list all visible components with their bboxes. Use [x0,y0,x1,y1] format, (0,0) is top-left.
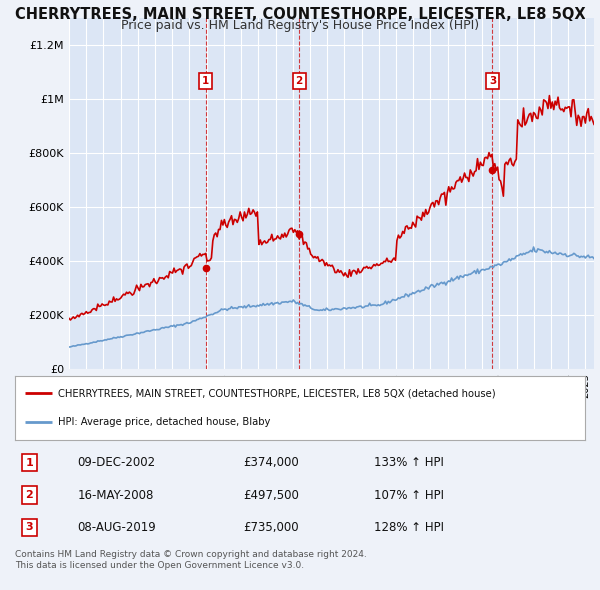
Text: This data is licensed under the Open Government Licence v3.0.: This data is licensed under the Open Gov… [15,560,304,569]
Text: 107% ↑ HPI: 107% ↑ HPI [374,489,444,502]
Text: 3: 3 [25,523,33,533]
Text: 1: 1 [202,76,209,86]
Text: 1: 1 [25,457,33,467]
Text: CHERRYTREES, MAIN STREET, COUNTESTHORPE, LEICESTER, LE8 5QX (detached house): CHERRYTREES, MAIN STREET, COUNTESTHORPE,… [58,388,496,398]
Text: 09-DEC-2002: 09-DEC-2002 [78,456,156,469]
Text: HPI: Average price, detached house, Blaby: HPI: Average price, detached house, Blab… [58,417,270,427]
Text: 08-AUG-2019: 08-AUG-2019 [78,521,157,534]
Text: 2: 2 [25,490,33,500]
Text: Price paid vs. HM Land Registry's House Price Index (HPI): Price paid vs. HM Land Registry's House … [121,19,479,32]
Text: £497,500: £497,500 [243,489,299,502]
Text: Contains HM Land Registry data © Crown copyright and database right 2024.: Contains HM Land Registry data © Crown c… [15,550,367,559]
Text: 128% ↑ HPI: 128% ↑ HPI [374,521,444,534]
Text: £374,000: £374,000 [243,456,299,469]
Text: 16-MAY-2008: 16-MAY-2008 [78,489,154,502]
Text: 3: 3 [489,76,496,86]
Text: CHERRYTREES, MAIN STREET, COUNTESTHORPE, LEICESTER, LE8 5QX: CHERRYTREES, MAIN STREET, COUNTESTHORPE,… [14,7,586,22]
Text: 133% ↑ HPI: 133% ↑ HPI [374,456,444,469]
Text: £735,000: £735,000 [243,521,299,534]
Text: 2: 2 [296,76,303,86]
